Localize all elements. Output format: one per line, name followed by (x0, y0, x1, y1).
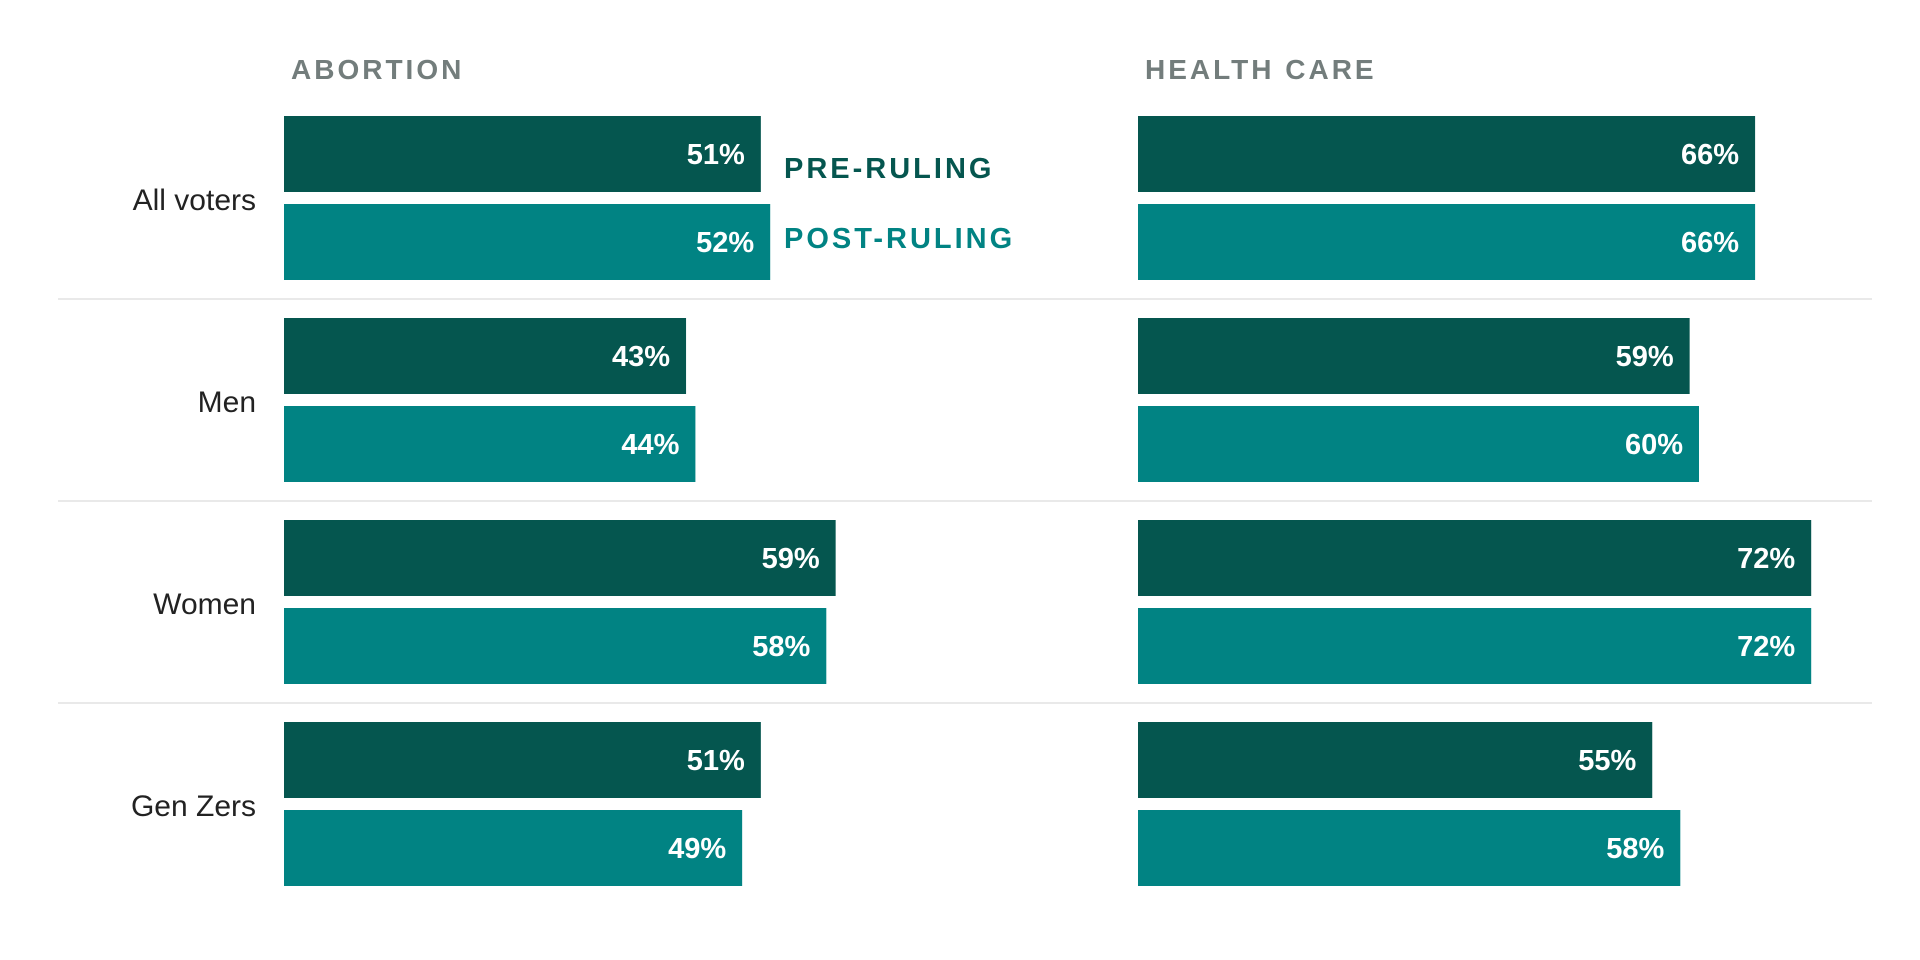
legend-pre-ruling: PRE-RULING (784, 153, 994, 185)
row-label: Gen Zers (131, 790, 256, 823)
pre-bar (1138, 520, 1812, 596)
panel-title: HEALTH CARE (1145, 54, 1377, 85)
bar-value-label: 72% (1737, 543, 1795, 575)
bar-value-label: 58% (1606, 833, 1664, 865)
bar-value-label: 44% (621, 429, 679, 461)
pre-bar (284, 520, 836, 596)
post-bar (1138, 204, 1756, 280)
bar-value-label: 55% (1578, 745, 1636, 777)
row-dividers (58, 298, 1872, 704)
pre-bar (1138, 318, 1690, 394)
bar-value-label: 72% (1737, 631, 1795, 663)
bar-value-label: 60% (1625, 429, 1683, 461)
bar-value-label: 59% (1616, 341, 1674, 373)
panel-title: ABORTION (291, 54, 464, 85)
pre-bar (284, 722, 761, 798)
post-bar (1138, 406, 1699, 482)
post-bar (1138, 810, 1681, 886)
chart-panels: ABORTION 51% 43% 59% 51% 52% 44% 58% 49% HEALTH C… (284, 54, 1812, 886)
pre-bar (284, 318, 687, 394)
bar-value-label: 59% (762, 543, 820, 575)
row-label: Men (198, 386, 256, 419)
pre-bar (284, 116, 761, 192)
bar-value-label: 52% (696, 227, 754, 259)
row-label: All voters (133, 184, 256, 217)
post-bar (284, 810, 743, 886)
legend: PRE-RULING POST-RULING (784, 153, 1015, 255)
post-bar (284, 204, 771, 280)
pre-bar (1138, 116, 1756, 192)
pre-bar (1138, 722, 1653, 798)
bar-value-label: 66% (1681, 139, 1739, 171)
bar-value-label: 66% (1681, 227, 1739, 259)
bar-value-label: 58% (752, 631, 810, 663)
panel-1: HEALTH CARE 66% 59% 72% 55% 66% 60% 72% 58% (1138, 54, 1812, 886)
row-labels: All voters Men Women Gen Zers (131, 184, 256, 823)
row-label: Women (153, 588, 256, 621)
post-bar (1138, 608, 1812, 684)
legend-post-ruling: POST-RULING (784, 223, 1015, 255)
bar-value-label: 51% (687, 139, 745, 171)
bar-value-label: 49% (668, 833, 726, 865)
post-bar (284, 406, 696, 482)
panel-0: ABORTION 51% 43% 59% 51% 52% 44% 58% 49% (284, 54, 836, 886)
post-bar (284, 608, 827, 684)
bar-value-label: 51% (687, 745, 745, 777)
bar-value-label: 43% (612, 341, 670, 373)
